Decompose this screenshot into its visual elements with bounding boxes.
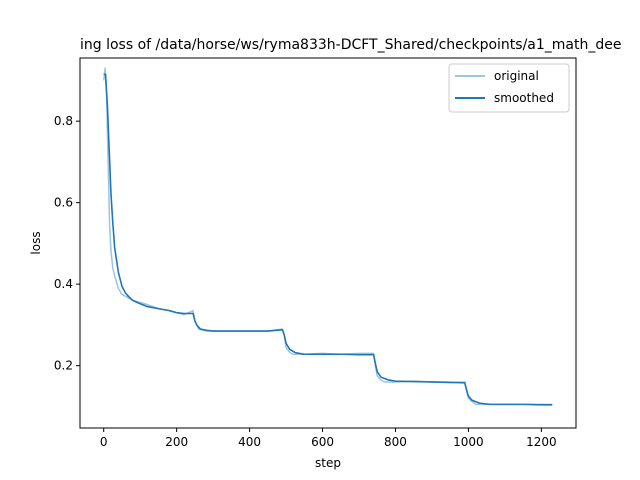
x-tick-label: 1000: [453, 435, 484, 449]
x-tick-label: 800: [384, 435, 407, 449]
y-tick-label: 0.8: [54, 114, 73, 128]
plot-area: [102, 67, 553, 406]
legend-label-original: original: [494, 69, 539, 83]
series-line-smoothed: [103, 73, 553, 406]
legend-label-smoothed: smoothed: [494, 91, 554, 105]
y-axis: 0.2 0.4 0.6 0.8: [54, 114, 80, 373]
x-tick-label: 200: [165, 435, 188, 449]
x-axis-label: step: [315, 456, 341, 470]
y-tick-label: 0.4: [54, 277, 73, 291]
x-tick-label: 600: [311, 435, 334, 449]
y-axis-label: loss: [29, 231, 43, 254]
plot-frame: [79, 57, 577, 429]
y-tick-label: 0.6: [54, 196, 73, 210]
x-tick-label: 400: [238, 435, 261, 449]
y-tick-label: 0.2: [54, 359, 73, 373]
x-tick-label: 0: [100, 435, 108, 449]
x-axis: 0 200 400 600 800 1000 1200: [100, 428, 557, 449]
chart-title: ing loss of /data/horse/ws/ryma833h-DCFT…: [80, 37, 622, 53]
x-tick-label: 1200: [526, 435, 557, 449]
legend: original smoothed: [448, 63, 570, 113]
